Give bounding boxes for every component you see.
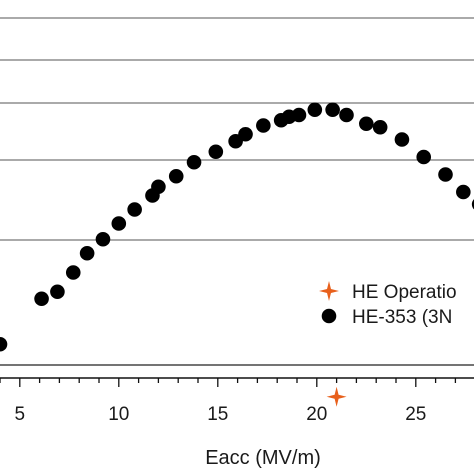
he-353-point (111, 216, 127, 231)
legend: HE Operatio HE-353 (3N (319, 281, 457, 328)
he-353-point (416, 149, 432, 165)
he-353-point (208, 144, 224, 160)
he-353-point (50, 284, 65, 300)
he-353-point (65, 265, 81, 280)
x-tick-label: 10 (108, 404, 129, 425)
legend-label-he-353: HE-353 (3N (352, 307, 452, 328)
x-axis: 5 10 15 20 25 (0, 364, 474, 425)
legend-label-he-operation: HE Operatio (352, 282, 457, 303)
he-353-point (127, 202, 142, 217)
he-353-point (0, 336, 8, 352)
he-353-point (291, 107, 307, 123)
he-353-point (168, 168, 184, 184)
data-points (0, 102, 474, 407)
he-353-point (339, 107, 354, 123)
he-353-point (359, 116, 374, 132)
x-tick-label: 20 (306, 404, 327, 425)
legend-circle-shape (321, 308, 337, 324)
x-axis-title: Eacc (MV/m) (205, 447, 321, 469)
he-operation-point (326, 386, 347, 407)
he-353-point (471, 199, 474, 210)
legend-star-shape (319, 281, 339, 301)
he-353-point (325, 102, 340, 118)
he-353-point (95, 231, 111, 247)
he-353-point (438, 167, 453, 182)
he-353-point (151, 179, 166, 195)
x-tick-label: 15 (207, 404, 228, 425)
he-353-point (34, 291, 49, 307)
gridlines (0, 17, 474, 241)
x-tick-label: 5 (15, 404, 26, 425)
he-353-point (186, 154, 202, 170)
legend-marker-he-operation (319, 281, 339, 301)
legend-marker-he-353 (321, 308, 337, 324)
he-353-point (456, 184, 471, 200)
he-353-point (238, 126, 253, 142)
he-353-point (307, 102, 323, 118)
he-353-point (256, 118, 271, 133)
he-353-point (394, 132, 410, 147)
he-353-point (372, 119, 388, 135)
x-tick-label: 25 (405, 404, 426, 425)
he-353-point (79, 245, 95, 261)
